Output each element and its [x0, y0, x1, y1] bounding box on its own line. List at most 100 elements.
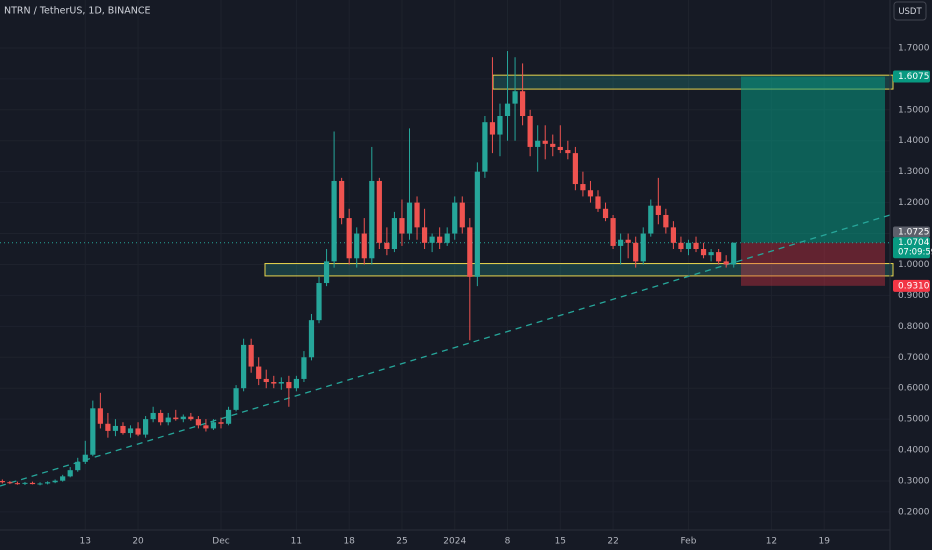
candle-body — [97, 408, 103, 424]
candle-body — [542, 140, 548, 144]
candle-body — [670, 227, 676, 243]
candle-body — [610, 218, 616, 246]
x-tick-label: Dec — [212, 537, 229, 547]
candle-body — [716, 252, 722, 262]
x-tick-label: 22 — [607, 537, 618, 547]
candle-body — [376, 180, 382, 243]
candle-body — [105, 423, 111, 431]
candle-body — [143, 419, 149, 435]
x-tick-label: 19 — [818, 537, 830, 547]
x-tick-label: 12 — [766, 537, 777, 547]
y-tick-label: 1.2000 — [898, 198, 930, 208]
candle-body — [173, 417, 179, 420]
y-tick-label: 1.5000 — [898, 105, 930, 115]
candle-body — [203, 425, 209, 429]
candle-body — [535, 140, 541, 147]
candle-body — [437, 236, 443, 243]
zone — [264, 263, 894, 277]
candle-body — [331, 180, 337, 262]
candle-body — [308, 320, 315, 358]
position-box — [0, 76, 890, 286]
candle-body — [37, 483, 43, 485]
candle-body — [256, 366, 262, 379]
loss-area — [741, 242, 885, 286]
candle-body — [497, 115, 503, 135]
candle-body — [663, 214, 669, 228]
candle-body — [286, 382, 292, 389]
candle-body — [112, 425, 119, 431]
candle-body — [0, 481, 5, 483]
candle-body — [369, 180, 375, 259]
current-price-label: 1.0704 — [898, 238, 930, 248]
candle-body — [459, 202, 465, 228]
x-tick-label: Feb — [681, 537, 697, 547]
candle-body — [263, 378, 269, 383]
candle-body — [361, 233, 367, 259]
candle-body — [67, 470, 73, 477]
candle-body — [467, 227, 473, 277]
y-tick-label: 0.8000 — [898, 322, 930, 332]
candle-body — [188, 416, 194, 420]
candle-body — [7, 482, 13, 484]
y-tick-label: 0.3000 — [898, 477, 930, 487]
candle-body — [278, 382, 284, 384]
candle-body — [550, 143, 556, 147]
candle-body — [225, 409, 232, 424]
candle-body — [316, 283, 322, 321]
currency-button-label[interactable]: USDT — [898, 7, 922, 17]
x-tick-label: 2024 — [443, 537, 466, 547]
y-tick-label: 0.4000 — [898, 446, 930, 456]
candle-body — [29, 482, 36, 485]
y-tick-label: 0.7000 — [898, 353, 930, 363]
y-tick-label: 1.0000 — [898, 260, 930, 270]
candle-body — [700, 249, 707, 256]
candle-body — [678, 242, 684, 250]
candle-body — [633, 242, 639, 262]
axes: 0.2000 0.3000 0.4000 0.5000 0.6000 0.7000 0.80… — [80, 43, 932, 546]
candle-body — [391, 218, 398, 250]
candle-body — [293, 378, 299, 389]
candle-body — [75, 461, 81, 471]
candle-body — [625, 239, 631, 243]
candle-body — [323, 261, 330, 284]
candle-body — [421, 227, 428, 243]
candle-body — [384, 242, 390, 250]
y-tick-label: 0.5000 — [898, 415, 930, 425]
x-tick-label: 8 — [505, 537, 511, 547]
candle-body — [587, 190, 594, 197]
marker-price-label: 1.0725 — [898, 228, 930, 238]
x-tick-label: 13 — [80, 537, 91, 547]
x-tick-label: 15 — [555, 537, 566, 547]
target-price-label: 1.6075 — [898, 72, 930, 82]
candle-body — [572, 153, 578, 185]
candle-body — [22, 482, 28, 484]
candle-body — [640, 233, 646, 262]
currency-button[interactable] — [893, 1, 927, 21]
candle-body — [452, 202, 458, 234]
candle-body — [406, 202, 413, 234]
candle-body — [565, 150, 571, 154]
candle-body — [414, 202, 420, 228]
marker-price-box — [893, 226, 930, 238]
candle-body — [685, 242, 692, 250]
candle-body — [195, 419, 201, 426]
candle-body — [648, 205, 654, 234]
y-tick-label: 1.7000 — [898, 43, 930, 53]
candle-body — [120, 425, 126, 434]
candle-body — [354, 233, 360, 259]
candle-body — [693, 242, 699, 250]
y-tick-label: 1.3000 — [898, 167, 930, 177]
candle-body — [602, 208, 609, 219]
candle-body — [489, 122, 496, 135]
candle-body — [504, 103, 511, 116]
candle-body — [580, 184, 586, 191]
candle-body — [595, 196, 601, 209]
candle-body — [127, 428, 134, 434]
trendline — [0, 214, 891, 487]
stop-price-box — [893, 279, 930, 292]
candle-body — [60, 476, 66, 481]
candle-body — [512, 91, 518, 104]
candle-body — [52, 480, 58, 483]
chart-title: NTRN / TetherUS, 1D, BINANCE — [4, 6, 150, 17]
